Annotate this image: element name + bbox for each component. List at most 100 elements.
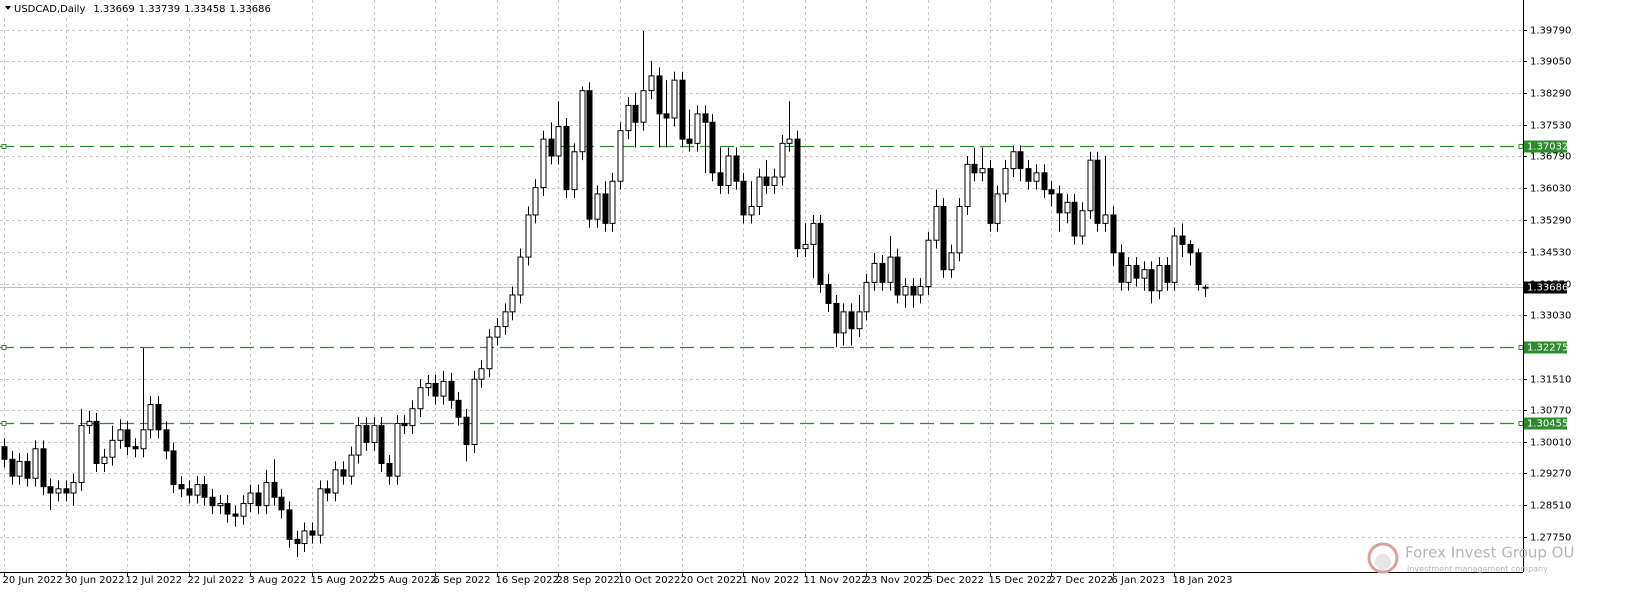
candle-body <box>371 425 378 443</box>
header-value: 1.33669 <box>93 4 134 15</box>
candle-body <box>155 404 162 431</box>
candle-body <box>571 151 578 191</box>
candles-layer <box>1 30 1209 558</box>
y-tick-label: 1.31510 <box>1530 375 1571 386</box>
level-handle <box>1518 421 1524 426</box>
candle-body <box>779 142 786 178</box>
candle-body <box>663 113 670 119</box>
x-tick-label: 6 Jan 2023 <box>1112 575 1166 586</box>
candle-body <box>602 193 609 224</box>
candle-body <box>117 429 124 441</box>
candle-body <box>24 460 31 479</box>
candle-body <box>925 239 932 288</box>
candle-body <box>917 286 924 296</box>
x-tick-label: 10 Oct 2022 <box>619 575 681 586</box>
y-tick-label: 1.27750 <box>1530 533 1571 544</box>
candle-body <box>1064 201 1071 214</box>
candle-body <box>686 138 693 144</box>
level-label: 1.30455 <box>1527 419 1568 430</box>
candle-body <box>63 488 70 494</box>
header-arrow <box>5 6 11 10</box>
watermark-logo <box>1367 542 1399 574</box>
candle-body <box>609 180 616 224</box>
candle-body <box>879 262 886 283</box>
header-value: 1.33739 <box>139 4 180 15</box>
candle-body <box>486 336 493 370</box>
candle-body <box>194 484 201 496</box>
candle-body <box>440 380 447 397</box>
x-tick-label: 25 Aug 2022 <box>373 575 437 586</box>
candle-body <box>1033 172 1040 182</box>
header-bg <box>0 0 232 18</box>
candle-body <box>340 469 347 477</box>
candle-body <box>671 79 678 119</box>
watermark-tagline: Investment management company <box>1407 565 1548 574</box>
candle-body <box>748 206 755 216</box>
candle-body <box>1071 201 1078 237</box>
candle-body <box>709 121 716 174</box>
candle-body <box>625 104 632 132</box>
level-handle <box>1518 345 1524 350</box>
candle-body <box>278 496 285 511</box>
grid-layer <box>0 0 1523 572</box>
candle-body <box>525 214 532 258</box>
candle-body <box>786 138 793 144</box>
candle-body <box>448 380 455 401</box>
candle-body <box>78 425 85 483</box>
candle-body <box>833 302 840 334</box>
x-tick-label: 20 Jun 2022 <box>3 575 63 586</box>
candle-body <box>286 509 293 540</box>
candle-body <box>47 486 54 494</box>
level-label-bg <box>1524 417 1567 430</box>
candle-body <box>910 286 917 296</box>
x-tick-label: 15 Dec 2022 <box>989 575 1053 586</box>
candle-body <box>1202 286 1209 289</box>
candle-body <box>956 206 963 254</box>
candle-body <box>163 429 170 452</box>
candle-body <box>1010 151 1017 170</box>
candle-body <box>502 311 509 328</box>
y-tick-label: 1.36030 <box>1530 184 1571 195</box>
candle-body <box>725 155 732 186</box>
watermark-logo-inner <box>1375 554 1391 570</box>
candle-body <box>702 113 709 123</box>
candle-body <box>386 463 393 477</box>
x-tick-label: 1 Nov 2022 <box>742 575 800 586</box>
candle-body <box>170 450 177 486</box>
watermark: Forex Invest Group OU Investment managem… <box>1367 542 1574 574</box>
candle-body <box>255 492 262 507</box>
candle-body <box>86 420 93 427</box>
candle-body <box>756 176 763 208</box>
candle-body <box>1102 214 1109 224</box>
candle-body <box>563 125 570 191</box>
candle-body <box>994 193 1001 224</box>
candle-body <box>1179 235 1186 245</box>
candle-body <box>1056 193 1063 214</box>
candle-body <box>648 75 655 92</box>
x-tick-label: 5 Dec 2022 <box>927 575 985 586</box>
level-handle <box>1 421 7 426</box>
candle-body <box>540 138 547 189</box>
x-tick-label: 18 Jan 2023 <box>1173 575 1233 586</box>
candle-body <box>1041 172 1048 191</box>
candle-body <box>1110 214 1117 254</box>
candle-body <box>324 488 331 494</box>
candle-body <box>425 382 432 389</box>
labels-layer: 1.39790 1.39050 1.38290 1.37530 1.36790 1.360… <box>3 26 1572 587</box>
candle-body <box>1148 269 1155 292</box>
candle-body <box>32 448 39 479</box>
candle-body <box>417 387 424 410</box>
y-tick-label: 1.34530 <box>1530 248 1571 259</box>
candle-body <box>532 187 539 216</box>
candle-body <box>232 513 239 517</box>
candle-body <box>586 90 593 220</box>
level-label: 1.37032 <box>1527 142 1568 153</box>
candle-body <box>1187 243 1194 254</box>
candle-body <box>93 420 100 465</box>
candle-body <box>16 460 23 477</box>
candle-body <box>717 172 724 186</box>
candle-body <box>294 538 301 545</box>
candle-body <box>109 439 116 458</box>
